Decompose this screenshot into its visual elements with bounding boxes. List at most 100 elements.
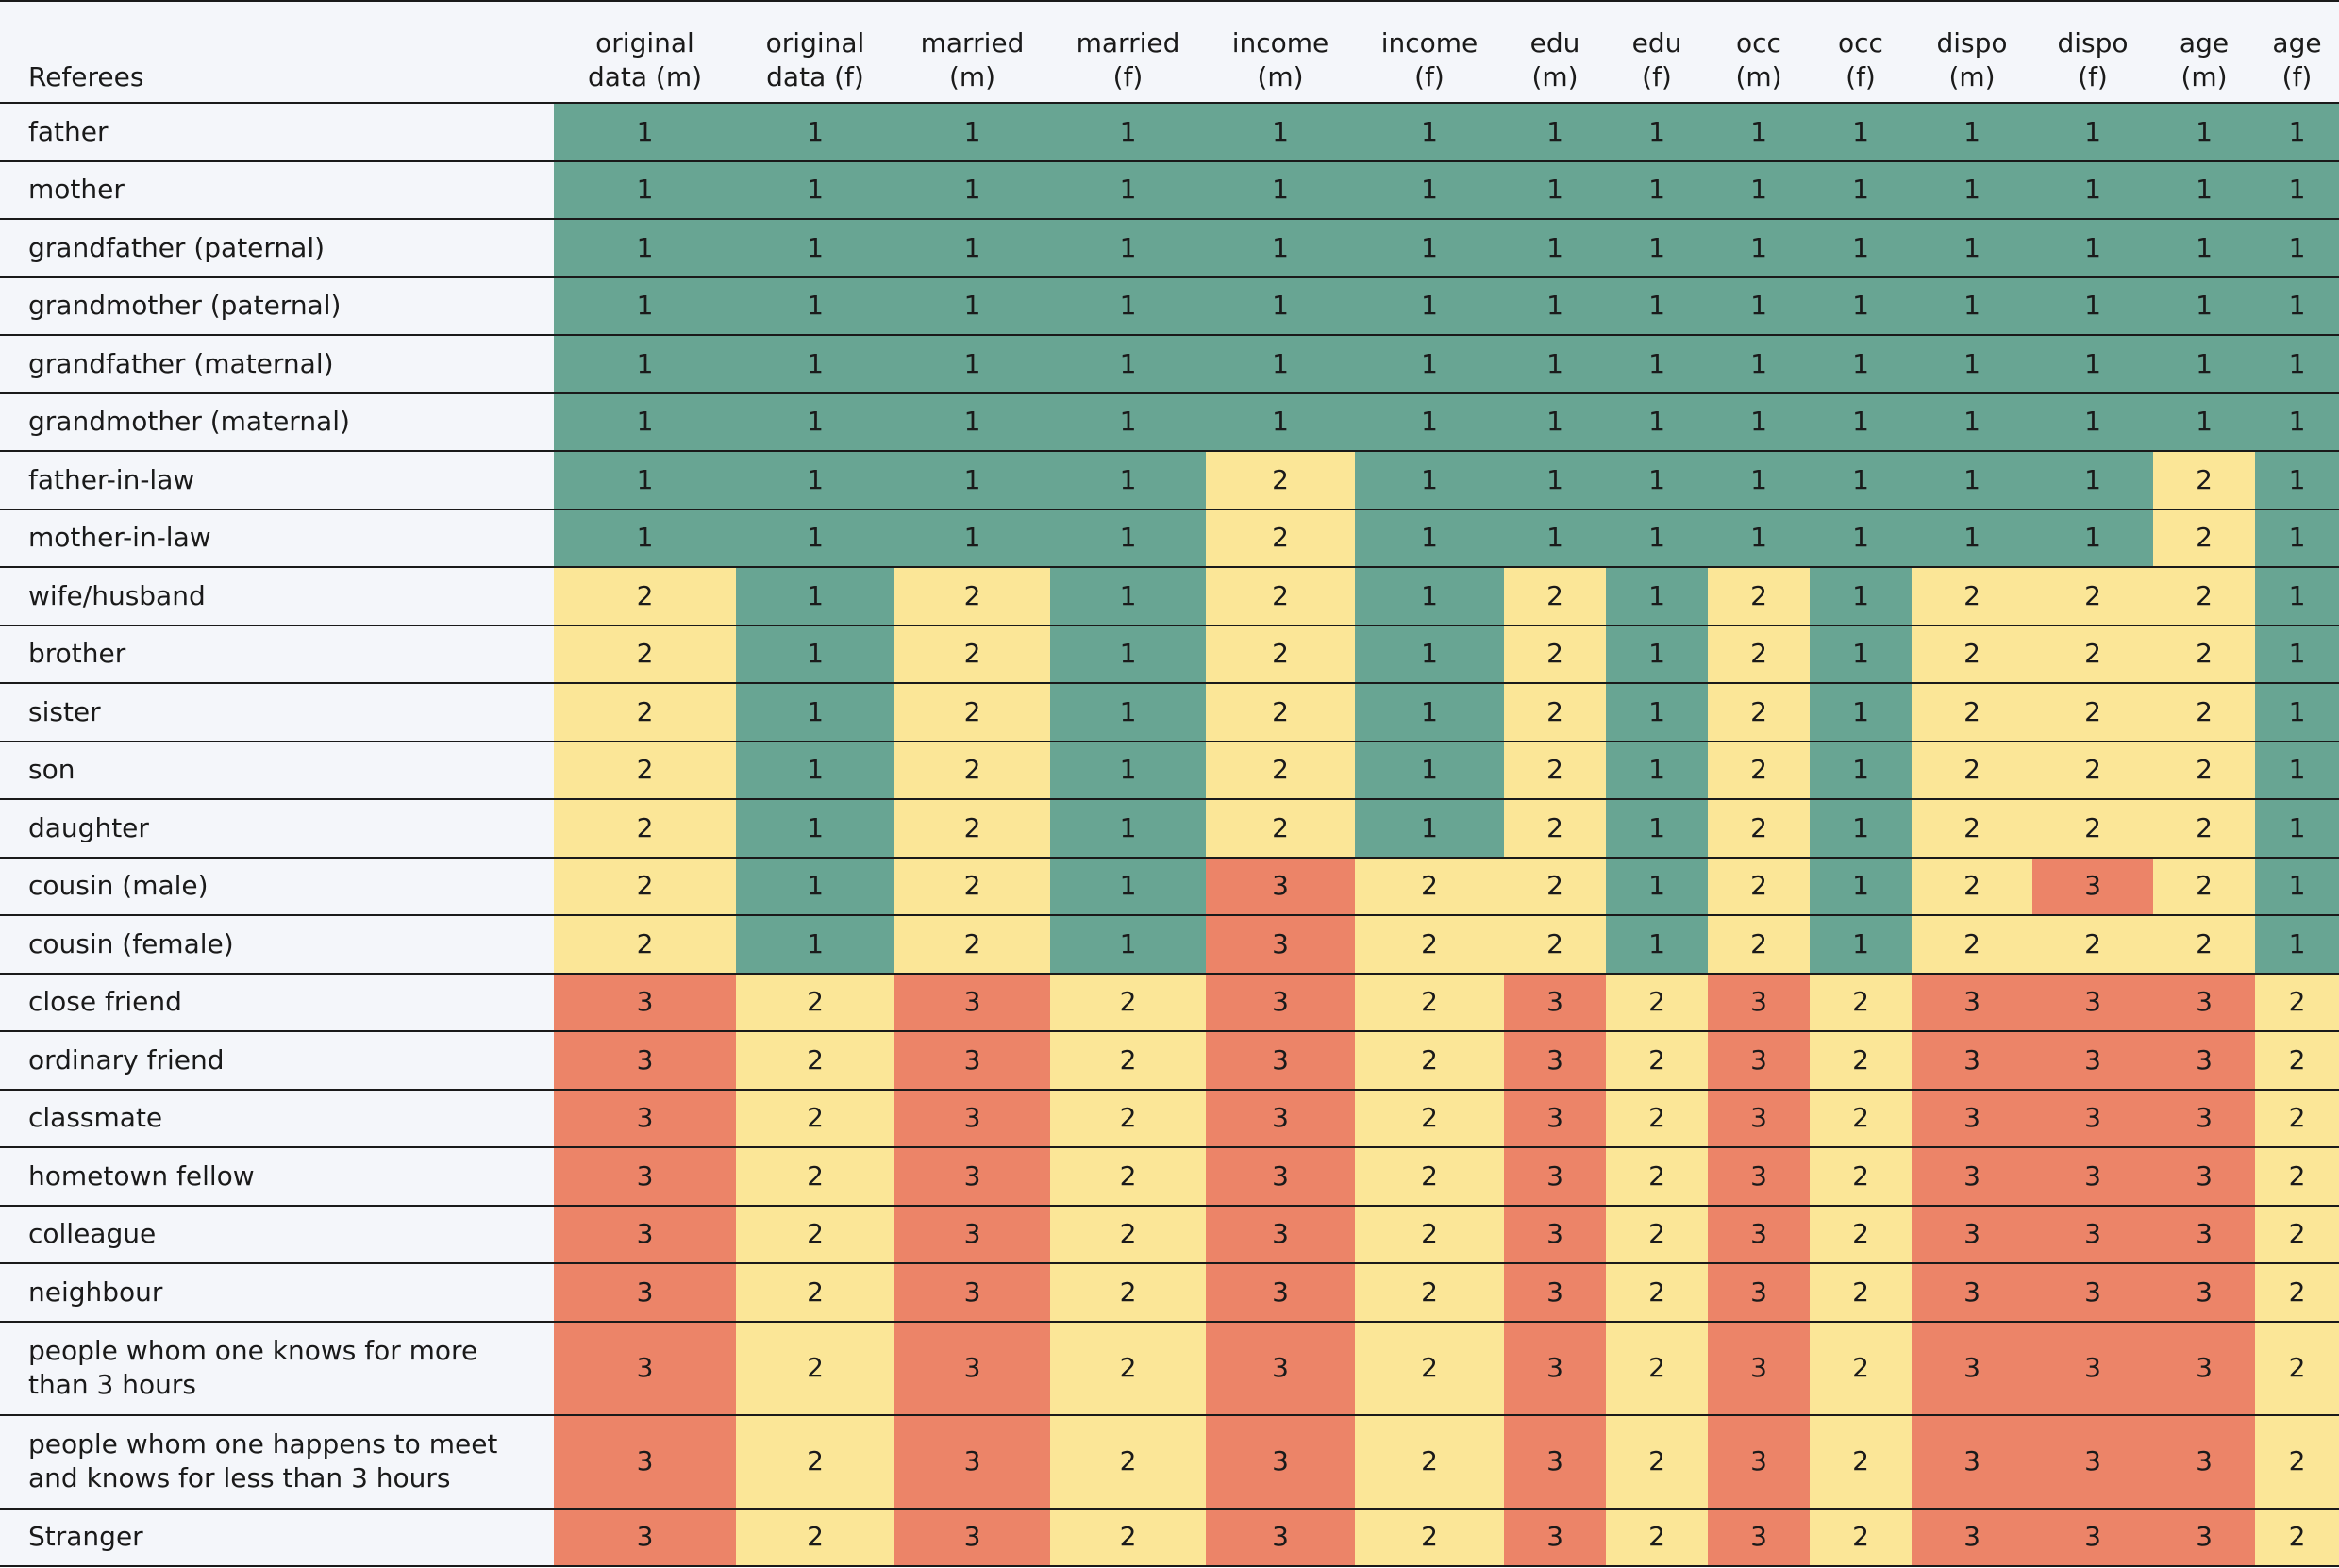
column-header: edu (m)	[1504, 0, 1606, 104]
value-cell: 2	[1708, 567, 1810, 626]
table-row: mother 1 1 1 1 1 1 1 1 1 1 1 1 1 1	[0, 160, 2339, 220]
column-header: occ (m)	[1708, 0, 1810, 104]
table-row: brother 2 1 2 1 2 1 2 1 2 1 2 2 2 1	[0, 625, 2339, 684]
value-cell: 3	[2153, 1321, 2255, 1416]
value-cell: 1	[1912, 219, 2032, 278]
referee-label: grandmother (paternal)	[0, 276, 554, 336]
value-cell: 2	[1050, 1147, 1206, 1207]
referee-label: people whom one knows for more than 3 ho…	[0, 1321, 554, 1416]
value-cell: 3	[2032, 1031, 2153, 1091]
value-cell: 3	[1912, 1205, 2032, 1264]
value-cell: 1	[1708, 392, 1810, 452]
table-row: grandfather (maternal) 1 1 1 1 1 1 1 1 1 1 1 1 1 1	[0, 335, 2339, 394]
value-cell: 1	[1355, 335, 1504, 394]
value-cell: 1	[2255, 451, 2339, 510]
value-cell: 3	[894, 1414, 1050, 1510]
value-cell: 2	[2153, 915, 2255, 975]
column-header: married (f)	[1050, 0, 1206, 104]
value-cell: 2	[554, 799, 736, 859]
value-cell: 1	[736, 857, 894, 916]
value-cell: 1	[1810, 741, 1912, 800]
value-cell: 1	[1050, 509, 1206, 568]
value-cell: 1	[1050, 683, 1206, 742]
value-cell: 3	[1206, 1089, 1355, 1148]
value-cell: 1	[1355, 683, 1504, 742]
value-cell: 2	[736, 1321, 894, 1416]
referee-label: close friend	[0, 973, 554, 1032]
value-cell: 3	[1708, 1031, 1810, 1091]
value-cell: 2	[1050, 1031, 1206, 1091]
value-cell: 1	[1810, 160, 1912, 220]
value-cell: 3	[1504, 1508, 1606, 1567]
value-cell: 1	[736, 160, 894, 220]
value-cell: 1	[1810, 451, 1912, 510]
value-cell: 1	[2255, 335, 2339, 394]
value-cell: 3	[894, 1263, 1050, 1323]
table-row: hometown fellow 3 2 3 2 3 2 3 2 3 2 3 3 3 2	[0, 1147, 2339, 1207]
value-cell: 1	[1355, 509, 1504, 568]
value-cell: 3	[1708, 973, 1810, 1032]
value-cell: 3	[1504, 973, 1606, 1032]
value-cell: 1	[1810, 625, 1912, 684]
value-cell: 1	[1810, 857, 1912, 916]
value-cell: 1	[736, 741, 894, 800]
value-cell: 2	[1504, 915, 1606, 975]
value-cell: 2	[1606, 1031, 1708, 1091]
value-cell: 2	[1206, 741, 1355, 800]
value-cell: 1	[894, 335, 1050, 394]
value-cell: 2	[2255, 1031, 2339, 1091]
value-cell: 1	[1206, 219, 1355, 278]
value-cell: 2	[1355, 915, 1504, 975]
column-header: original data (m)	[554, 0, 736, 104]
value-cell: 2	[1206, 683, 1355, 742]
value-cell: 1	[1912, 392, 2032, 452]
value-cell: 2	[1810, 1205, 1912, 1264]
value-cell: 1	[2255, 625, 2339, 684]
value-cell: 2	[2153, 799, 2255, 859]
value-cell: 1	[2255, 160, 2339, 220]
value-cell: 3	[554, 973, 736, 1032]
value-cell: 1	[1050, 219, 1206, 278]
value-cell: 1	[2255, 219, 2339, 278]
value-cell: 1	[554, 103, 736, 162]
value-cell: 2	[894, 683, 1050, 742]
value-cell: 2	[1708, 857, 1810, 916]
referee-label: mother-in-law	[0, 509, 554, 568]
value-cell: 1	[1355, 741, 1504, 800]
value-cell: 1	[1050, 857, 1206, 916]
value-cell: 3	[1912, 1321, 2032, 1416]
value-cell: 3	[2032, 1414, 2153, 1510]
value-cell: 2	[1708, 799, 1810, 859]
table-row: grandfather (paternal) 1 1 1 1 1 1 1 1 1 1 1 1 1 1	[0, 219, 2339, 278]
value-cell: 2	[1606, 1321, 1708, 1416]
value-cell: 1	[736, 799, 894, 859]
value-cell: 3	[1708, 1147, 1810, 1207]
value-cell: 2	[894, 625, 1050, 684]
value-cell: 2	[2255, 1508, 2339, 1567]
value-cell: 3	[554, 1263, 736, 1323]
value-cell: 1	[1050, 103, 1206, 162]
value-cell: 2	[1206, 625, 1355, 684]
value-cell: 2	[1355, 857, 1504, 916]
value-cell: 1	[2032, 392, 2153, 452]
value-cell: 1	[1355, 103, 1504, 162]
value-cell: 2	[1810, 1031, 1912, 1091]
value-cell: 1	[1504, 103, 1606, 162]
value-cell: 1	[736, 276, 894, 336]
value-cell: 2	[1355, 1147, 1504, 1207]
table-row: sister 2 1 2 1 2 1 2 1 2 1 2 2 2 1	[0, 683, 2339, 742]
value-cell: 3	[554, 1031, 736, 1091]
value-cell: 2	[2032, 567, 2153, 626]
value-cell: 1	[2153, 160, 2255, 220]
value-cell: 3	[2153, 1089, 2255, 1148]
value-cell: 3	[1912, 1508, 2032, 1567]
value-cell: 1	[894, 509, 1050, 568]
referee-label: father-in-law	[0, 451, 554, 510]
value-cell: 1	[2255, 915, 2339, 975]
value-cell: 2	[1355, 1089, 1504, 1148]
value-cell: 2	[1810, 1147, 1912, 1207]
value-cell: 1	[1504, 335, 1606, 394]
value-cell: 1	[554, 392, 736, 452]
column-header: income (m)	[1206, 0, 1355, 104]
table-row: people whom one happens to meet and know…	[0, 1414, 2339, 1510]
